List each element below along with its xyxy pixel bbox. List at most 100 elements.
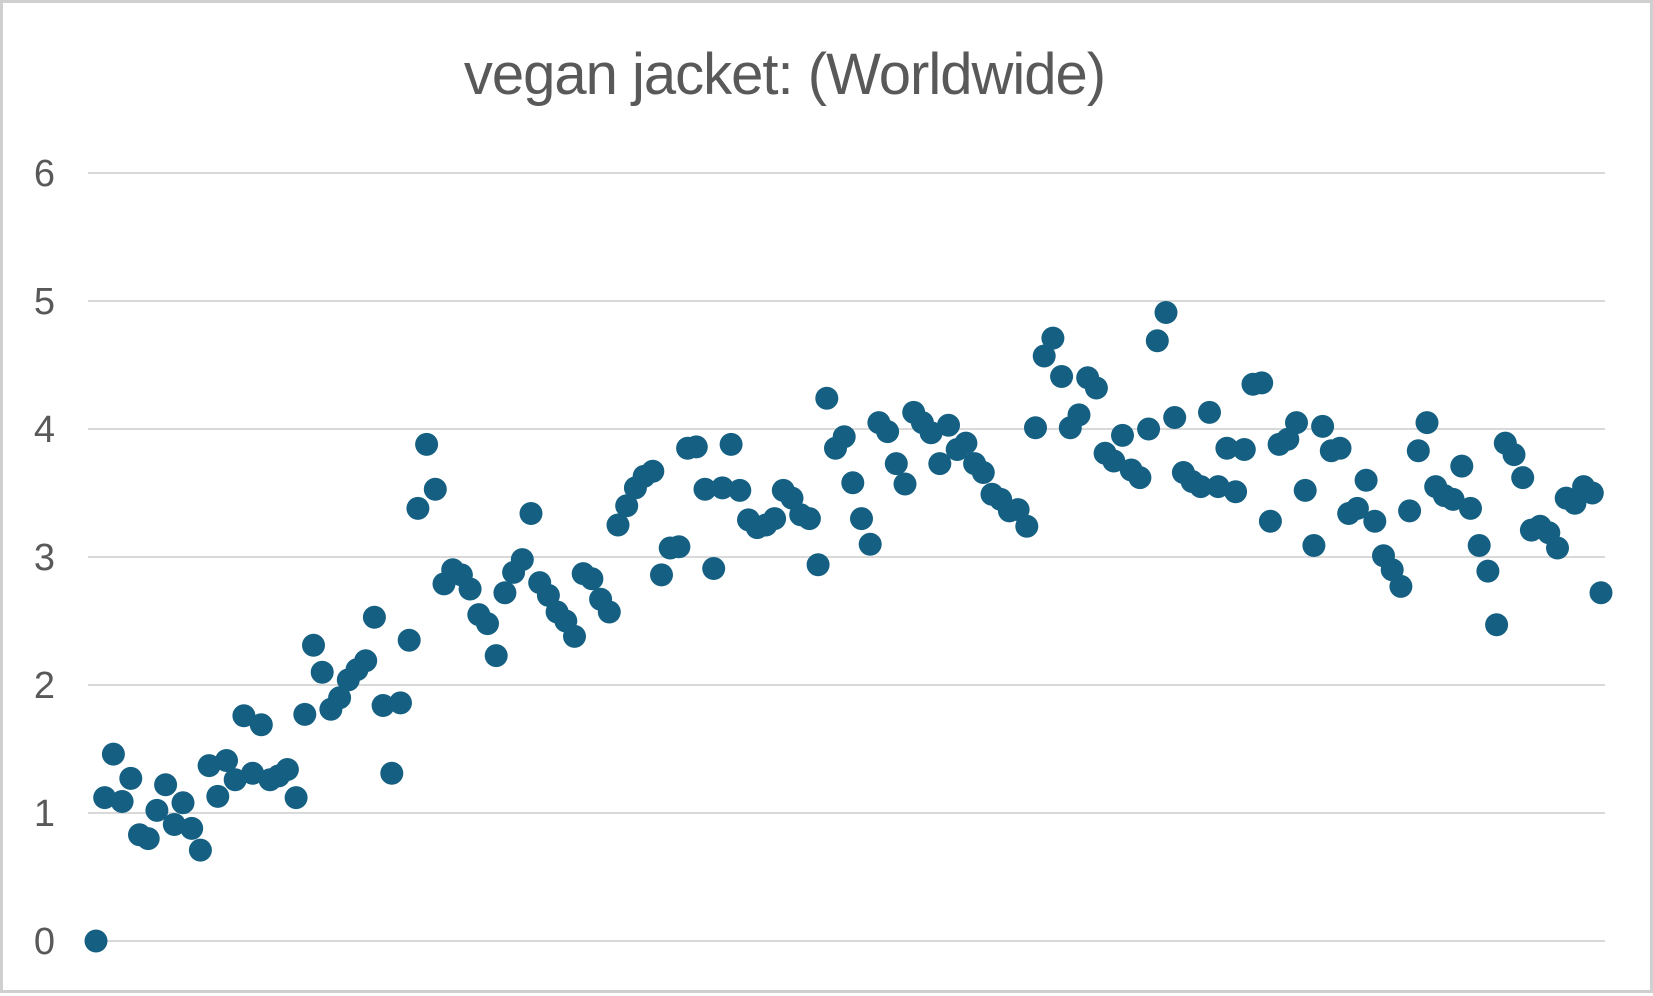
data-point	[215, 749, 238, 772]
data-point	[971, 461, 995, 484]
y-axis-label: 0	[34, 921, 55, 963]
chart-title: vegan jacket: (Worldwide)	[463, 42, 1106, 107]
data-point	[197, 754, 221, 778]
data-point	[110, 790, 134, 813]
data-point	[876, 420, 900, 444]
data-point	[1154, 301, 1178, 324]
data-point	[241, 761, 265, 785]
data-point	[815, 386, 839, 410]
data-point	[1206, 475, 1230, 499]
data-point	[1102, 449, 1126, 473]
y-axis-label: 5	[34, 281, 55, 323]
data-point	[1067, 403, 1091, 427]
data-point	[93, 786, 117, 810]
data-point	[1441, 487, 1465, 511]
data-point	[162, 813, 186, 836]
data-point	[1224, 480, 1248, 504]
data-point	[919, 421, 943, 445]
data-point	[1145, 329, 1169, 353]
data-point	[232, 704, 256, 728]
y-axis-label: 2	[34, 665, 55, 707]
data-point	[180, 816, 204, 840]
data-point	[171, 791, 195, 815]
data-point	[458, 577, 482, 601]
data-point	[84, 929, 108, 953]
data-point	[145, 798, 169, 822]
data-point	[858, 532, 882, 556]
data-point	[119, 766, 143, 790]
data-point	[1189, 475, 1213, 499]
data-point	[1232, 438, 1256, 461]
data-point	[641, 459, 665, 483]
data-point	[1502, 443, 1526, 467]
y-axis-label: 3	[34, 537, 55, 579]
data-point	[293, 702, 317, 726]
data-point	[519, 502, 543, 525]
data-point	[728, 478, 752, 502]
data-point	[1050, 365, 1074, 388]
data-point	[1459, 496, 1482, 520]
data-point	[893, 472, 917, 496]
data-point	[510, 548, 534, 572]
data-point	[615, 494, 639, 518]
data-point	[1354, 468, 1378, 492]
scatter-plot: 0 1 2 3 4 5 6	[34, 153, 1613, 963]
data-point	[1485, 613, 1509, 637]
data-point	[884, 452, 908, 476]
data-point	[188, 838, 212, 862]
data-point	[397, 628, 421, 652]
data-point	[136, 827, 160, 851]
data-point	[841, 471, 865, 495]
data-point	[1398, 499, 1422, 523]
data-point	[667, 535, 691, 559]
data-point	[154, 773, 178, 797]
data-point	[1511, 466, 1535, 490]
y-axis-label: 6	[34, 153, 55, 195]
data-point	[1084, 376, 1108, 400]
data-point	[1163, 406, 1187, 429]
data-point	[763, 507, 787, 531]
data-point	[606, 513, 630, 537]
data-point	[1015, 514, 1039, 538]
data-point	[389, 691, 412, 715]
data-point	[806, 553, 830, 577]
data-point	[284, 786, 308, 810]
data-point	[580, 567, 604, 591]
data-point	[702, 557, 726, 580]
data-point	[371, 694, 395, 717]
data-point	[1589, 581, 1613, 605]
data-point	[797, 507, 821, 531]
data-point	[1250, 371, 1274, 395]
data-point	[1476, 559, 1500, 583]
data-point	[101, 742, 125, 766]
data-point	[1328, 436, 1352, 460]
data-point	[1041, 326, 1065, 350]
data-point	[1111, 423, 1134, 447]
data-point	[476, 612, 499, 636]
data-point	[1293, 478, 1317, 502]
data-point	[493, 581, 517, 605]
data-point	[1389, 574, 1413, 598]
data-point	[1345, 496, 1369, 520]
data-point	[1450, 454, 1474, 478]
data-point	[1024, 416, 1047, 440]
data-point	[1285, 411, 1308, 435]
data-point	[710, 476, 734, 500]
data-point	[693, 477, 717, 501]
data-point	[1467, 534, 1491, 557]
data-point	[832, 425, 856, 449]
data-point	[1137, 417, 1161, 441]
data-point	[423, 477, 447, 501]
data-point	[223, 768, 247, 792]
data-point	[249, 713, 273, 737]
data-point	[1406, 439, 1430, 463]
data-point	[650, 563, 673, 587]
data-point	[354, 649, 378, 673]
data-point	[275, 758, 299, 781]
data-point	[380, 761, 404, 785]
data-point	[206, 784, 230, 808]
data-point	[928, 452, 952, 476]
y-axis-label: 1	[34, 793, 55, 835]
data-point	[719, 432, 743, 456]
data-point	[1363, 509, 1387, 533]
